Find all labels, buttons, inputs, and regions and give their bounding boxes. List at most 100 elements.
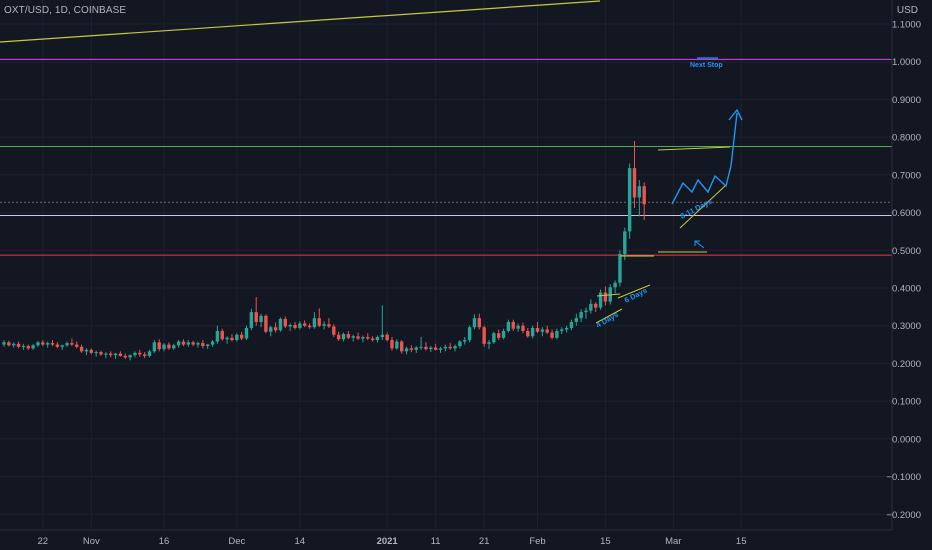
candle	[361, 335, 365, 343]
candle	[613, 280, 617, 294]
candle-body	[273, 327, 278, 331]
time-axis[interactable]: 22 Nov 16 Dec 14 2021 11 21 Feb 15 Mar 15	[0, 529, 892, 547]
candle-body	[618, 254, 622, 283]
pattern-line[interactable]	[596, 293, 621, 297]
candle	[400, 340, 404, 354]
candle-body	[181, 341, 186, 345]
candle-body	[41, 342, 45, 345]
candle	[477, 313, 481, 330]
candle	[472, 314, 477, 330]
candle-body	[220, 330, 224, 340]
candle	[147, 349, 152, 358]
candle	[191, 340, 195, 347]
candle	[244, 325, 249, 341]
y-tick-label: −0.2000	[886, 510, 921, 521]
candle-body	[113, 353, 118, 356]
candle-body	[361, 337, 365, 339]
candle	[21, 343, 26, 350]
candle-body	[254, 312, 258, 322]
candle	[113, 352, 118, 359]
candle-body	[157, 342, 161, 350]
candle-body	[167, 344, 171, 349]
x-tick-label: 15	[736, 536, 747, 547]
candle	[278, 317, 283, 332]
candle-body	[453, 346, 457, 349]
candle	[220, 328, 224, 341]
candle	[564, 325, 569, 333]
pattern-line[interactable]	[595, 308, 623, 324]
candle-body	[7, 342, 11, 346]
candle	[249, 308, 254, 331]
candle-body	[589, 303, 593, 311]
candle-body	[94, 352, 98, 354]
next-stop-label: Next Stop	[690, 62, 723, 69]
candle	[196, 341, 200, 348]
candle	[288, 323, 292, 331]
candle-body	[196, 343, 200, 345]
candle	[45, 341, 50, 348]
candle	[560, 327, 564, 335]
candle-body	[487, 342, 491, 344]
x-tick-label: Feb	[529, 536, 545, 547]
candle	[60, 344, 64, 350]
candle-body	[186, 342, 190, 345]
projection-path[interactable]	[671, 112, 738, 205]
candle-body	[283, 318, 287, 327]
pattern-line[interactable]	[657, 146, 731, 151]
pattern-line[interactable]	[617, 284, 651, 299]
candle	[259, 313, 263, 328]
x-tick-label: 15	[600, 536, 611, 547]
price-axis-background	[892, 0, 932, 550]
candle-body	[109, 353, 113, 356]
candle-body	[564, 327, 569, 330]
y-tick-label: 0.1000	[892, 397, 921, 408]
candle	[94, 350, 98, 357]
candle	[317, 308, 321, 328]
candle	[341, 332, 346, 342]
candle	[75, 341, 79, 349]
candle-body	[627, 168, 632, 232]
candle-body	[492, 333, 496, 343]
candle	[448, 343, 452, 350]
candle	[239, 331, 244, 341]
candle	[555, 328, 559, 340]
candle-body	[16, 343, 21, 347]
candle	[574, 313, 578, 326]
y-tick-label: 0.8000	[892, 133, 921, 144]
candles	[2, 140, 646, 361]
candle-body	[307, 325, 312, 328]
candle-body	[26, 346, 30, 349]
candle	[433, 343, 438, 351]
candle-body	[594, 303, 598, 308]
candle	[109, 351, 113, 358]
candle	[298, 321, 302, 330]
candle	[550, 329, 554, 340]
candle-body	[395, 341, 399, 349]
candle-body	[569, 321, 574, 328]
candle	[70, 338, 74, 347]
x-tick-label: 14	[295, 536, 306, 547]
candle	[453, 344, 457, 352]
price-axis[interactable]: 1.1000 1.0000 0.9000 0.8000 0.7000 0.6000 0.50…	[886, 0, 932, 550]
candle-body	[225, 337, 229, 340]
candle-body	[312, 318, 317, 328]
candle-body	[162, 344, 166, 350]
candle	[390, 337, 394, 351]
pattern-line[interactable]	[679, 185, 726, 229]
candle-body	[545, 329, 549, 333]
trendline-long[interactable]	[0, 0, 601, 43]
candle	[419, 337, 423, 350]
candle-body	[526, 330, 530, 337]
projection-arrowhead	[728, 108, 743, 121]
candle	[50, 340, 55, 347]
candle-body	[50, 343, 55, 345]
candle-body	[433, 347, 438, 350]
candle	[414, 346, 418, 353]
candle-body	[133, 352, 137, 356]
candle	[584, 307, 588, 319]
candle-body	[560, 329, 564, 331]
candle	[133, 351, 137, 358]
candle-body	[443, 346, 448, 349]
